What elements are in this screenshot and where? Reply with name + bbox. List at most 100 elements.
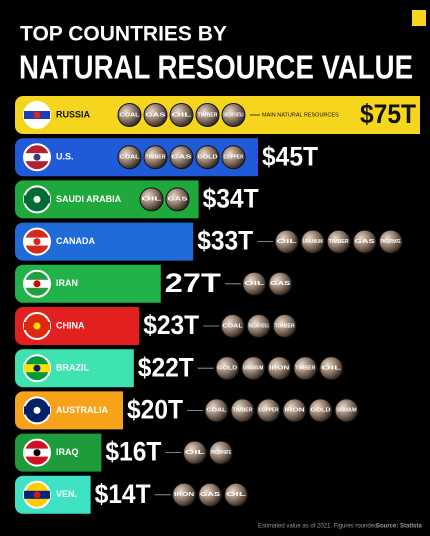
resource-icon bbox=[139, 187, 164, 212]
resource-label: COAL bbox=[120, 155, 140, 161]
resource-label: GAS bbox=[270, 281, 291, 287]
logo bbox=[412, 10, 426, 26]
resource-icon bbox=[293, 356, 318, 381]
resource-icon bbox=[182, 440, 207, 465]
resource-label: GOLD bbox=[198, 155, 219, 161]
resource-icon bbox=[256, 398, 281, 423]
value-label: $22T bbox=[138, 352, 194, 382]
flag-mark bbox=[33, 491, 41, 499]
resource-icon bbox=[308, 398, 333, 423]
value-label: $34T bbox=[203, 184, 259, 214]
resource-icon bbox=[334, 398, 359, 423]
resource-label: RARE EARTH METALS bbox=[224, 112, 244, 118]
resource-label: GAS bbox=[172, 155, 193, 161]
resource-label: GAS bbox=[355, 239, 376, 245]
resource-icon bbox=[378, 229, 403, 254]
resource-label: OIL bbox=[172, 112, 192, 118]
resource-icon bbox=[117, 103, 142, 127]
resource-label: COAL bbox=[207, 408, 227, 414]
flag-mark bbox=[33, 280, 41, 288]
value-label: $20T bbox=[127, 395, 183, 425]
resource-label: URANIUM bbox=[337, 408, 357, 414]
resource-label: TIMBER bbox=[233, 408, 253, 414]
resource-label: OIL bbox=[226, 492, 246, 498]
resource-label: OIL bbox=[321, 366, 341, 372]
resource-label: GAS bbox=[146, 112, 167, 118]
resource-icon bbox=[204, 398, 229, 423]
resource-icon bbox=[242, 271, 267, 296]
resource-icon bbox=[143, 145, 168, 170]
resource-icon bbox=[221, 145, 246, 170]
resource-label: URANIUM bbox=[243, 366, 263, 372]
resource-icon bbox=[267, 356, 292, 381]
resource-icon bbox=[165, 187, 190, 212]
chart-subtitle: NATURAL RESOURCE VALUE bbox=[19, 49, 413, 86]
value-label: $33T bbox=[197, 226, 253, 256]
value-label: $14T bbox=[95, 479, 151, 509]
resource-label: COAL bbox=[120, 112, 140, 118]
resource-icon bbox=[195, 103, 220, 127]
resource-icon bbox=[117, 145, 142, 170]
value-label: $16T bbox=[105, 437, 161, 467]
resource-icon bbox=[272, 314, 297, 338]
country-label: BRAZIL bbox=[56, 363, 89, 373]
resource-label: IRON bbox=[285, 408, 306, 414]
country-label: SAUDI ARABIA bbox=[56, 194, 122, 204]
value-label: $45T bbox=[262, 141, 318, 171]
bar bbox=[15, 222, 194, 261]
resource-label: PHOSPHATE bbox=[381, 239, 401, 245]
country-label: IRAN bbox=[56, 278, 78, 288]
resource-icon bbox=[230, 398, 255, 423]
flag-mark bbox=[33, 153, 41, 161]
annotation: MAIN NATURAL RESOURCES bbox=[262, 112, 339, 118]
resource-icon bbox=[241, 356, 266, 381]
resource-icon bbox=[221, 103, 246, 127]
resource-icon bbox=[246, 314, 271, 338]
resource-label: URANIUM bbox=[303, 239, 323, 245]
flag-mark bbox=[33, 322, 41, 330]
resource-icon bbox=[300, 229, 325, 254]
value-label: $75T bbox=[360, 99, 416, 129]
country-label: IRAQ bbox=[56, 447, 79, 457]
bar bbox=[15, 264, 161, 303]
resource-label: OIL bbox=[244, 281, 264, 287]
resource-label: COPPER bbox=[259, 408, 279, 414]
resource-icon bbox=[172, 482, 197, 507]
resource-icon bbox=[224, 482, 249, 507]
flag-mark bbox=[33, 238, 41, 246]
country-label: U.S. bbox=[56, 152, 74, 162]
resource-label: IRON bbox=[269, 366, 290, 372]
resource-label: GAS bbox=[200, 492, 221, 498]
flag-mark bbox=[33, 406, 41, 414]
resource-icon bbox=[169, 145, 194, 170]
chart-title: TOP COUNTRIES BY bbox=[20, 23, 227, 46]
resource-icon bbox=[208, 440, 233, 465]
resource-label: TIMBER bbox=[146, 155, 166, 161]
country-label: CHINA bbox=[56, 320, 85, 330]
resource-icon bbox=[220, 314, 245, 338]
resource-label: OIL bbox=[142, 197, 162, 203]
resource-label: GAS bbox=[168, 197, 189, 203]
country-label: CANADA bbox=[56, 236, 95, 246]
resource-label: OIL bbox=[277, 239, 297, 245]
resource-label: TIMBER bbox=[198, 112, 218, 118]
country-label: AUSTRALIA bbox=[56, 405, 108, 415]
resource-label: TIMBER bbox=[275, 323, 295, 329]
country-label: VEN. bbox=[56, 489, 77, 499]
resource-label: GOLD bbox=[217, 366, 238, 372]
resource-icon bbox=[143, 103, 168, 127]
resource-label: IRON bbox=[174, 492, 195, 498]
value-label: 27T bbox=[165, 268, 222, 298]
source: Source: Statista bbox=[376, 524, 422, 530]
resource-icon bbox=[169, 103, 194, 127]
footnote: Estimated value as of 2021. Figures roun… bbox=[258, 524, 379, 530]
flag-mark bbox=[33, 364, 41, 372]
flag-mark bbox=[33, 195, 41, 203]
flag-mark bbox=[33, 111, 41, 119]
resource-icon bbox=[282, 398, 307, 423]
resource-label: GOLD bbox=[311, 408, 332, 414]
resource-label: COPPER bbox=[224, 155, 244, 161]
resource-label: RARE EARTH METALS bbox=[249, 323, 269, 329]
